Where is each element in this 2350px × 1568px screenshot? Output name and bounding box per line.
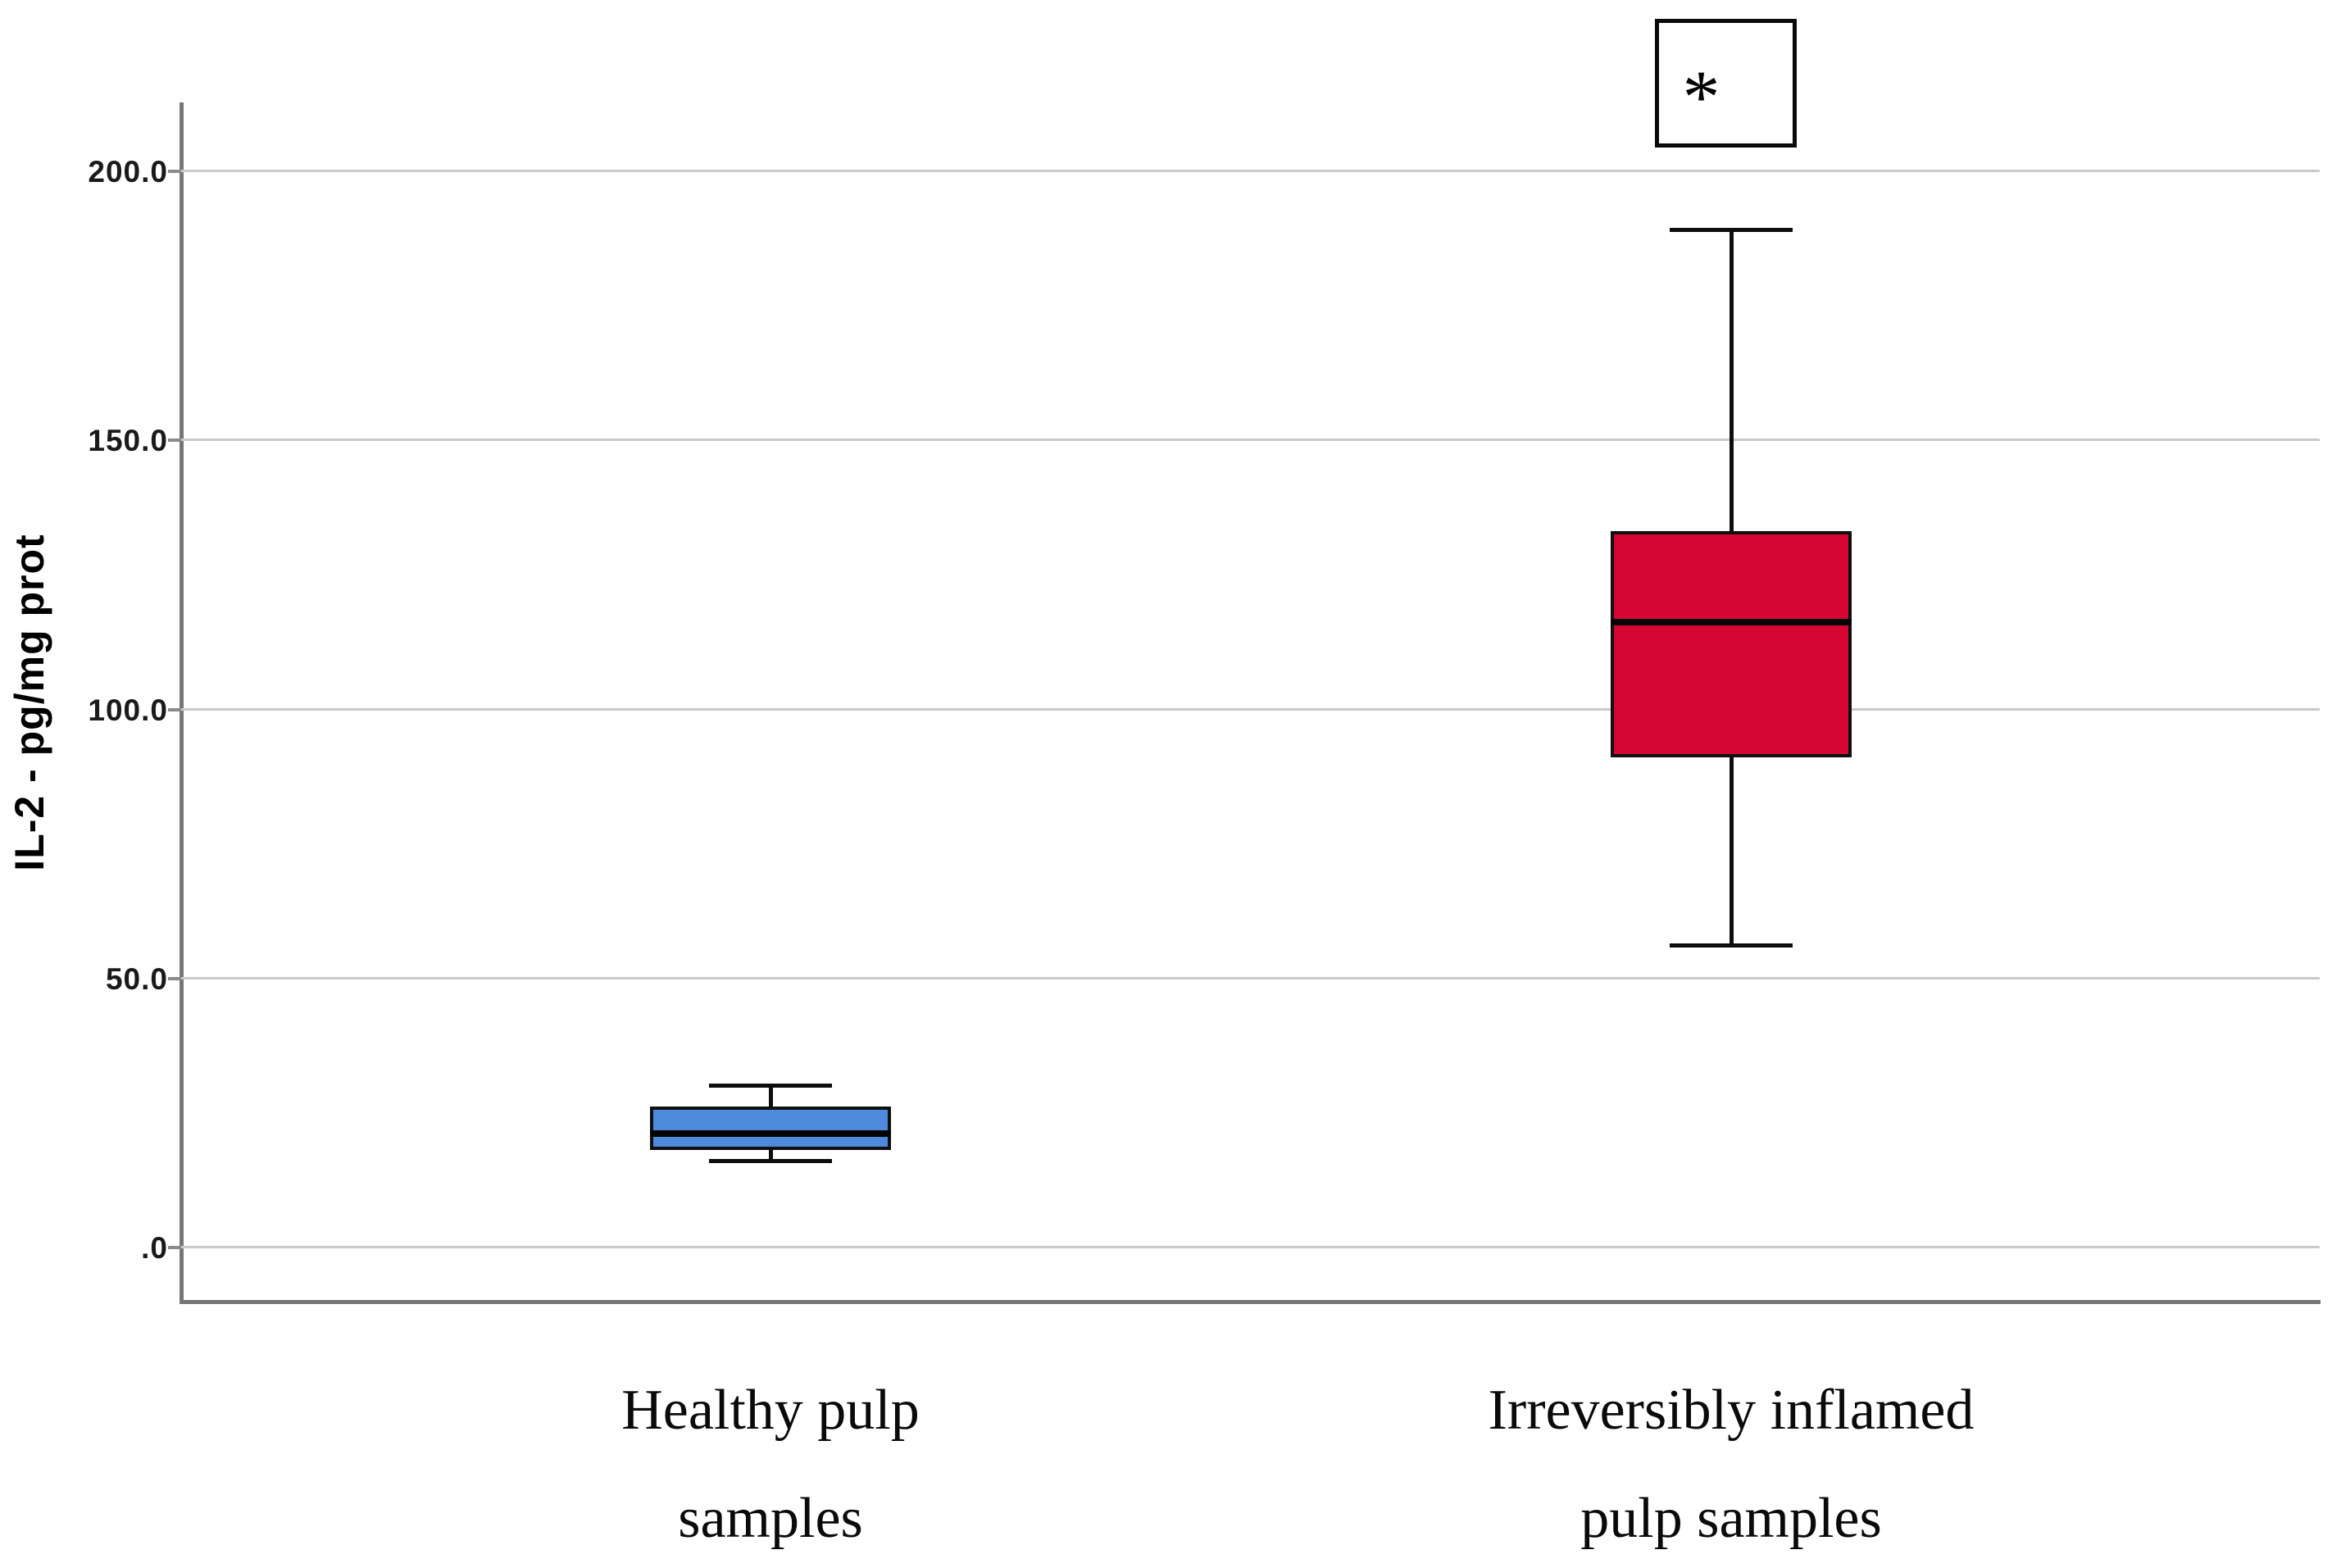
y-tick-label: 50.0 [105, 962, 168, 996]
gridline [181, 708, 2320, 711]
upper-whisker-line [1730, 230, 1734, 531]
category-label-line: Healthy pulp [621, 1379, 920, 1442]
category-label-line: Irreversibly inflamed [1488, 1379, 1975, 1442]
y-tick-label: 150.0 [88, 424, 168, 457]
significance-box: * [1655, 19, 1797, 148]
max-whisker-cap [1670, 228, 1793, 232]
category-label-line: samples [678, 1487, 863, 1550]
iqr-box [650, 1107, 891, 1150]
median-line [1611, 619, 1852, 625]
significance-asterisk: * [1682, 55, 1720, 139]
gridline [181, 439, 2320, 441]
min-whisker-cap [709, 1159, 832, 1163]
y-tick-mark [168, 977, 181, 980]
max-whisker-cap [709, 1084, 832, 1088]
y-tick-mark [168, 708, 181, 711]
gridline [181, 1246, 2320, 1248]
min-whisker-cap [1670, 943, 1793, 948]
y-axis-line [180, 102, 184, 1304]
lower-whisker-line [769, 1150, 773, 1163]
gridline [181, 170, 2320, 172]
y-tick-mark [168, 1246, 181, 1249]
median-line [650, 1130, 891, 1137]
category-label-line: pulp samples [1580, 1487, 1882, 1550]
iqr-box [1611, 531, 1852, 757]
y-tick-label: 200.0 [88, 155, 168, 189]
category-label: Healthy pulp samples [320, 1357, 1221, 1568]
gridline [181, 977, 2320, 979]
y-tick-mark [168, 170, 181, 173]
y-tick-label: .0 [141, 1231, 168, 1265]
x-axis-line [180, 1300, 2320, 1304]
lower-whisker-line [1730, 757, 1734, 948]
y-tick-mark [168, 439, 181, 442]
upper-whisker-line [769, 1085, 773, 1107]
y-tick-label: 100.0 [88, 693, 168, 727]
category-label: Irreversibly inflamed pulp samples [1280, 1357, 2182, 1568]
